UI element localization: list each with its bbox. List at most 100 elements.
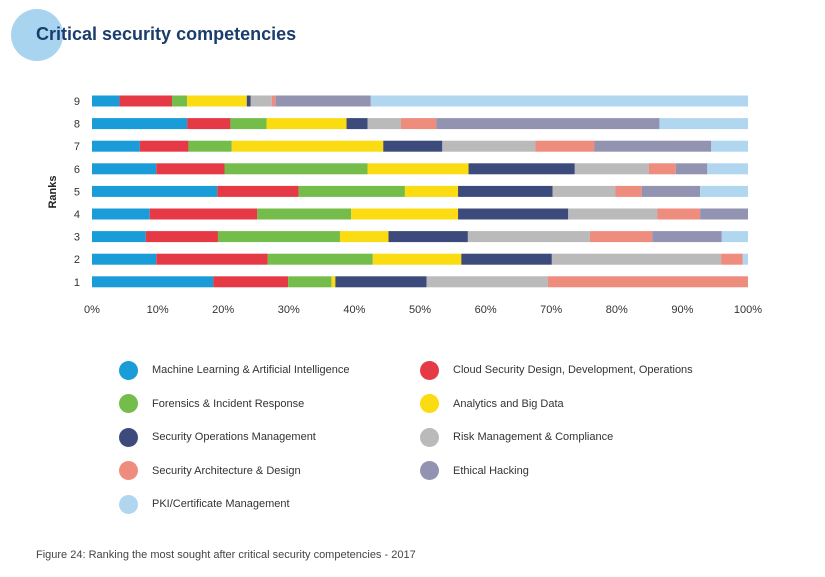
legend-item: Ethical Hacking (420, 461, 529, 481)
bar-segment-rank-6-series-1 (92, 163, 157, 175)
legend-swatch (420, 427, 439, 447)
y-tick-label: 4 (74, 209, 80, 221)
bar-segment-rank-9-series-6 (250, 95, 272, 107)
bar-segment-rank-7-series-6 (442, 140, 536, 152)
x-tick-label: 60% (475, 304, 497, 316)
bar-segment-rank-6-series-2 (156, 163, 225, 175)
x-tick-label: 90% (671, 304, 693, 316)
bar-segment-rank-3-series-9 (721, 231, 748, 243)
bar-segment-rank-3-series-4 (339, 231, 389, 243)
bar-segment-rank-3-series-7 (589, 231, 653, 243)
bar-segment-rank-9-series-5 (246, 95, 251, 107)
bar-segment-rank-9-series-4 (187, 95, 247, 107)
bar-segment-rank-8-series-7 (400, 118, 437, 130)
y-tick-label: 9 (74, 96, 80, 108)
bar-segment-rank-4-series-6 (568, 208, 658, 220)
bar-segment-rank-1-series-2 (213, 276, 289, 288)
bar-segment-rank-4-series-7 (657, 208, 701, 220)
bar-segment-rank-6-series-7 (648, 163, 676, 175)
y-tick-label: 8 (74, 119, 80, 131)
legend-swatch (119, 461, 138, 480)
bar-segment-rank-1-series-1 (92, 276, 214, 288)
bar-segment-rank-4-series-2 (149, 208, 258, 220)
bar-segment-rank-6-series-5 (468, 163, 575, 175)
y-tick-label: 3 (74, 232, 80, 244)
bar-segment-rank-7-series-2 (139, 140, 189, 152)
x-tick-label: 30% (278, 304, 300, 316)
title-decoration-circle (11, 9, 63, 61)
bar-segment-rank-4-series-8 (700, 208, 748, 220)
bar-segment-rank-4-series-4 (351, 208, 459, 220)
bar-segment-rank-1-series-5 (335, 276, 427, 288)
bar-segment-rank-2-series-3 (267, 253, 373, 265)
legend-item: Cloud Security Design, Development, Oper… (420, 360, 693, 380)
stacked-bar-chart: 9 8 7 6 5 4 3 2 1 0% 10% 20% 30% 40% 50% 60% 70% 80% 90% 1… (47, 95, 762, 316)
bar-segment-rank-5-series-9 (700, 185, 748, 197)
bar-segment-rank-3-series-3 (217, 231, 340, 243)
legend-label: Forensics & Incident Response (152, 397, 305, 410)
bar-segment-rank-2-series-4 (372, 253, 462, 265)
legend-swatch (420, 461, 439, 480)
bar-segment-rank-7-series-1 (92, 140, 140, 152)
y-tick-label: 5 (74, 186, 80, 198)
bar-segment-rank-6-series-4 (367, 163, 469, 175)
bar-segment-rank-4-series-5 (458, 208, 569, 220)
bar-segment-rank-7-series-5 (383, 140, 443, 152)
bar-segment-rank-2-series-2 (156, 253, 268, 265)
x-tick-label: 70% (540, 304, 562, 316)
bar-segment-rank-7-series-8 (594, 140, 712, 152)
bar-segment-rank-3-series-6 (467, 231, 590, 243)
legend-item: Security Operations Management (119, 427, 316, 447)
legend-label: Cloud Security Design, Development, Oper… (453, 364, 693, 376)
bar-segment-rank-9-series-7 (271, 95, 276, 107)
figure-caption: Figure 24: Ranking the most sought after… (36, 549, 416, 561)
bar-segment-rank-2-series-6 (551, 253, 722, 265)
bar-segment-rank-2-series-7 (721, 253, 743, 265)
bar-segment-rank-8-series-3 (230, 118, 267, 130)
bar-segment-rank-6-series-9 (707, 163, 748, 175)
bar-segment-rank-3-series-1 (92, 231, 146, 243)
bar-segment-rank-7-series-9 (711, 140, 748, 152)
bar-segment-rank-7-series-3 (188, 140, 232, 152)
y-axis-label: Ranks (47, 175, 59, 208)
legend-label: Security Operations Management (152, 431, 316, 443)
bar-segment-rank-5-series-5 (458, 185, 553, 197)
bar-segment-rank-1-series-3 (288, 276, 332, 288)
legend-label: Risk Management & Compliance (453, 431, 614, 443)
bar-segment-rank-1-series-6 (426, 276, 548, 288)
legend-item: Risk Management & Compliance (420, 427, 613, 447)
bar-segment-rank-5-series-6 (552, 185, 616, 197)
y-tick-label: 6 (74, 164, 80, 176)
bar-segment-rank-4-series-3 (257, 208, 352, 220)
legend-item: PKI/Certificate Management (119, 494, 290, 514)
legend-swatch (119, 360, 138, 380)
x-tick-label: 20% (212, 304, 234, 316)
legend-label: Machine Learning & Artificial Intelligen… (152, 364, 350, 376)
bar-segment-rank-9-series-3 (172, 95, 188, 107)
x-tick-label: 100% (734, 304, 762, 316)
x-tick-label: 10% (147, 304, 169, 316)
bar-segment-rank-5-series-1 (92, 185, 218, 197)
legend-item: Security Architecture & Design (119, 461, 301, 481)
x-tick-labels: 0% 10% 20% 30% 40% 50% 60% 70% 80% 90% 100% (84, 304, 762, 316)
bar-segment-rank-5-series-2 (217, 185, 299, 197)
legend-swatch (119, 427, 138, 447)
legend-swatch (420, 394, 439, 413)
x-tick-label: 40% (343, 304, 365, 316)
bars-group (92, 95, 748, 288)
x-tick-label: 80% (606, 304, 628, 316)
bar-segment-rank-6-series-3 (224, 163, 368, 175)
x-tick-label: 0% (84, 304, 100, 316)
x-tick-label: 50% (409, 304, 431, 316)
legend-swatch (420, 360, 439, 380)
bar-segment-rank-7-series-4 (231, 140, 384, 152)
y-tick-label: 7 (74, 141, 80, 153)
bar-segment-rank-8-series-6 (367, 118, 401, 130)
bar-segment-rank-1-series-4 (331, 276, 336, 288)
bar-segment-rank-9-series-9 (370, 95, 748, 107)
bar-segment-rank-9-series-2 (119, 95, 173, 107)
bar-segment-rank-8-series-2 (187, 118, 231, 130)
legend-swatch (119, 494, 138, 514)
bar-segment-rank-8-series-8 (436, 118, 660, 130)
bar-segment-rank-8-series-4 (266, 118, 347, 130)
